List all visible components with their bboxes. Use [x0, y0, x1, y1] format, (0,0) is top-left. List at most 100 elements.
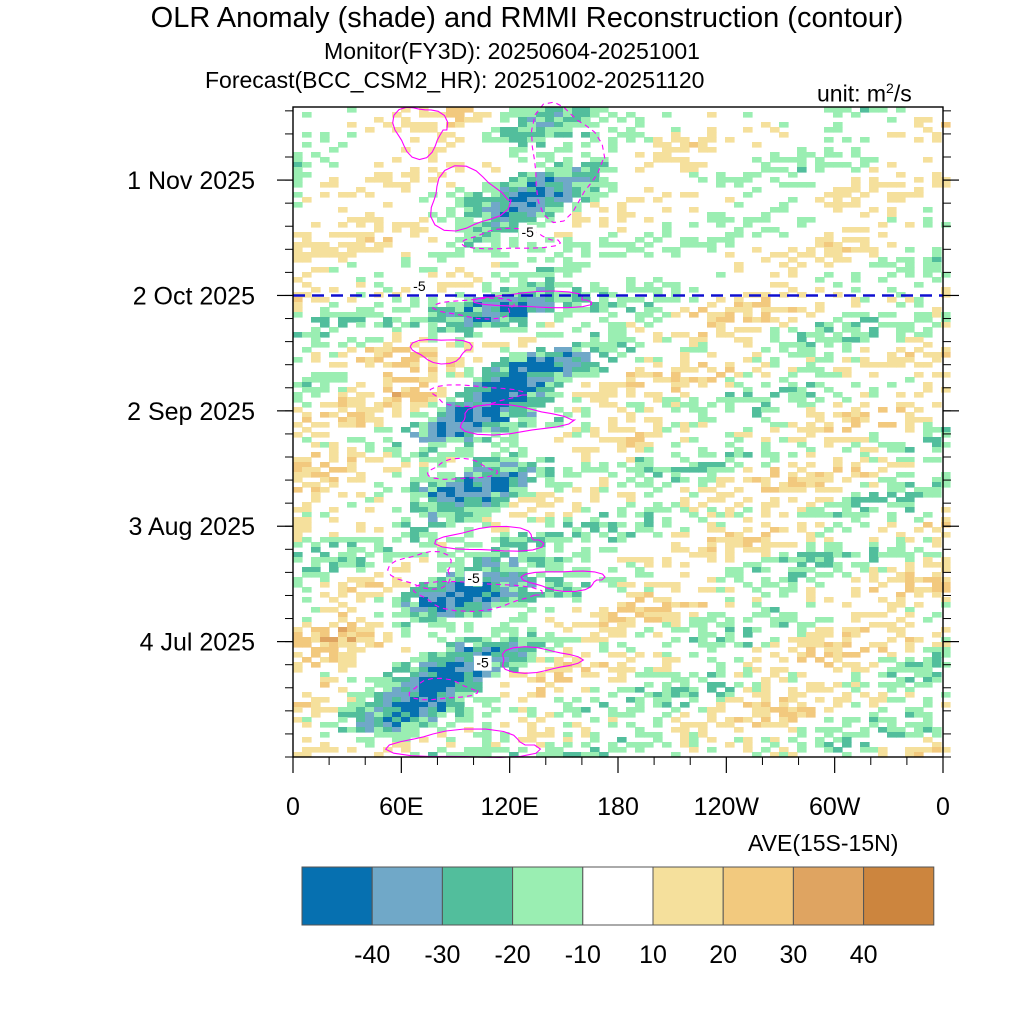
olr-cell [545, 152, 555, 158]
olr-cell [302, 622, 312, 628]
olr-cell [716, 522, 726, 528]
olr-cell [545, 322, 555, 328]
olr-cell [617, 437, 627, 443]
olr-cell [851, 152, 861, 158]
olr-cell [437, 547, 447, 553]
olr-cell [671, 752, 681, 758]
olr-cell [527, 172, 537, 178]
olr-cell [860, 212, 870, 218]
olr-cell [824, 557, 834, 563]
olr-cell [509, 662, 519, 668]
olr-cell [311, 497, 321, 503]
olr-cell [761, 482, 771, 488]
olr-cell [401, 362, 411, 368]
olr-cell [770, 487, 780, 493]
olr-cell [815, 582, 825, 588]
olr-cell [410, 387, 420, 393]
olr-cell [428, 532, 438, 538]
olr-cell [527, 247, 537, 253]
colorbar-box [582, 866, 654, 926]
olr-cell [671, 547, 681, 553]
olr-cell [581, 152, 591, 158]
olr-cell [302, 642, 312, 648]
olr-cell [509, 222, 519, 228]
olr-cell [599, 217, 609, 223]
olr-cell [860, 312, 870, 318]
olr-cell [392, 347, 402, 353]
olr-cell [464, 687, 474, 693]
olr-cell [644, 457, 654, 463]
olr-cell [923, 662, 933, 668]
olr-cell [446, 417, 456, 423]
olr-cell [329, 507, 339, 513]
olr-cell [455, 412, 465, 418]
olr-cell [869, 387, 879, 393]
olr-cell [824, 552, 834, 558]
olr-cell [644, 522, 654, 528]
olr-cell [365, 637, 375, 643]
olr-cell [446, 587, 456, 593]
olr-cell [824, 727, 834, 733]
olr-cell [464, 372, 474, 378]
olr-cell [464, 652, 474, 658]
olr-cell [797, 307, 807, 313]
colorbar-label: 20 [709, 941, 737, 969]
olr-cell [815, 302, 825, 308]
contour-line [520, 570, 606, 592]
olr-cell [806, 342, 816, 348]
olr-cell [518, 337, 528, 343]
olr-cell [689, 407, 699, 413]
olr-cell [365, 537, 375, 543]
olr-cell [626, 722, 636, 728]
olr-cell [626, 697, 636, 703]
olr-cell [914, 417, 924, 423]
contour-label-bg [464, 571, 483, 587]
olr-cell [932, 482, 942, 488]
olr-cell [680, 527, 690, 533]
olr-cell [401, 717, 411, 723]
olr-cell [536, 267, 546, 273]
olr-cell [743, 627, 753, 633]
olr-cell [671, 402, 681, 408]
olr-cell [455, 427, 465, 433]
olr-cell [698, 362, 708, 368]
olr-cell [707, 137, 717, 143]
olr-cell [455, 602, 465, 608]
olr-cell [536, 532, 546, 538]
olr-cell [554, 667, 564, 673]
olr-cell [653, 697, 663, 703]
olr-cell [437, 747, 447, 753]
olr-cell [878, 222, 888, 228]
olr-cell [842, 637, 852, 643]
olr-cell [410, 692, 420, 698]
olr-cell [635, 367, 645, 373]
olr-cell [455, 482, 465, 488]
colorbar-label: 10 [639, 941, 667, 969]
olr-cell [356, 562, 366, 568]
olr-cell [761, 217, 771, 223]
olr-cell [500, 462, 510, 468]
olr-cell [689, 617, 699, 623]
olr-cell [518, 277, 528, 283]
olr-cell [833, 562, 843, 568]
olr-cell [311, 222, 321, 228]
olr-cell [896, 597, 906, 603]
olr-cell [644, 252, 654, 258]
olr-cell [509, 432, 519, 438]
olr-cell [842, 717, 852, 723]
olr-cell [428, 522, 438, 528]
olr-cell [392, 222, 402, 228]
olr-cell [581, 117, 591, 123]
olr-cell [410, 617, 420, 623]
olr-cell [752, 682, 762, 688]
olr-cell [932, 172, 942, 178]
olr-cell [293, 662, 303, 668]
olr-cell [851, 407, 861, 413]
olr-cell [329, 232, 339, 238]
olr-cell [797, 147, 807, 153]
olr-cell [410, 587, 420, 593]
olr-cell [401, 667, 411, 673]
olr-cell [842, 257, 852, 263]
olr-cell [599, 237, 609, 243]
olr-cell [653, 607, 663, 613]
